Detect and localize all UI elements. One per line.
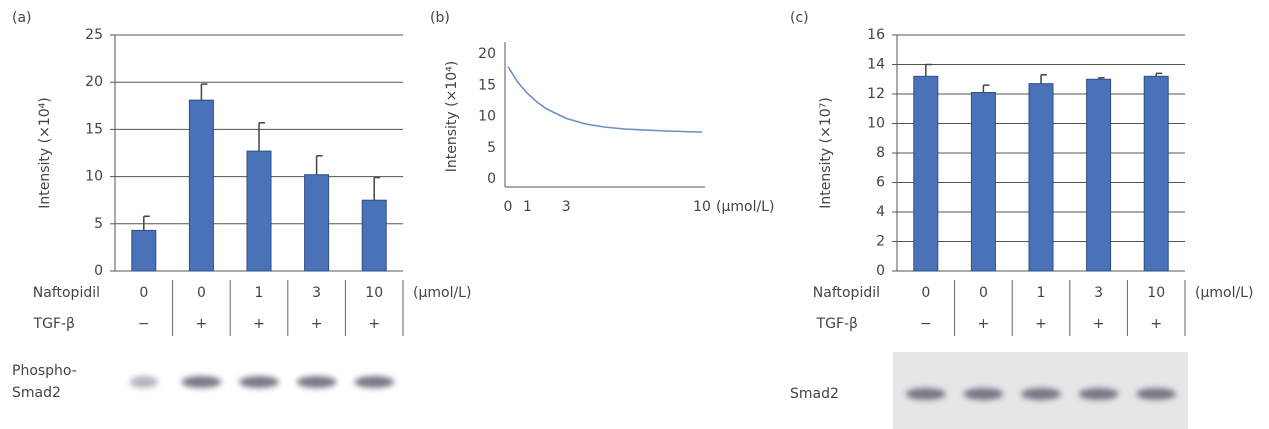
blot-band: [181, 376, 221, 388]
blot-label: Phospho-: [12, 363, 77, 379]
tgf-beta-label: +: [978, 316, 990, 332]
naftopidil-label: 0: [139, 285, 148, 301]
blot-band: [1021, 388, 1061, 400]
y-axis-label: Intensity (×10⁷): [818, 97, 834, 208]
blot-band: [963, 388, 1003, 400]
y-tick-label: 5: [94, 216, 103, 232]
naftopidil-label: 0: [921, 285, 930, 301]
naftopidil-label: 1: [255, 285, 264, 301]
y-axis-label: Intensity (×10⁴): [37, 97, 53, 208]
line: [508, 67, 702, 133]
y-tick-label: 2: [876, 234, 885, 250]
tgf-beta-label: +: [311, 316, 323, 332]
naftopidil-label: 3: [312, 285, 321, 301]
blot-label: Smad2: [12, 385, 61, 401]
unit-label: (μmol/L): [413, 285, 471, 301]
tgf-beta-label: +: [368, 316, 380, 332]
y-tick-label: 0: [94, 263, 103, 279]
blot-band: [906, 388, 946, 400]
x-tick-label: 0: [504, 199, 513, 215]
y-tick-label: 8: [876, 145, 885, 161]
naftopidil-label: 0: [197, 285, 206, 301]
row-label: Naftopidil: [813, 285, 880, 301]
row-label: Naftopidil: [33, 285, 100, 301]
y-tick-label: 20: [478, 46, 496, 62]
blot-band: [130, 376, 158, 388]
bar: [247, 151, 271, 271]
tgf-beta-label: +: [253, 316, 265, 332]
figure: (a)Intensity (×10⁴)05101520250−0+1+3+10+…: [0, 0, 1269, 429]
bar: [971, 93, 995, 271]
blot-label: Smad2: [790, 386, 839, 402]
y-tick-label: 10: [478, 109, 496, 125]
naftopidil-label: 1: [1037, 285, 1046, 301]
y-tick-label: 0: [876, 263, 885, 279]
panel-label: (a): [12, 10, 32, 26]
naftopidil-label: 10: [1147, 285, 1165, 301]
y-tick-label: 6: [876, 175, 885, 191]
blot-band: [239, 376, 279, 388]
blot-band: [1079, 388, 1119, 400]
y-tick-label: 20: [85, 74, 103, 90]
y-tick-label: 10: [85, 169, 103, 185]
y-tick-label: 15: [478, 77, 496, 93]
unit-label: (μmol/L): [1195, 285, 1253, 301]
naftopidil-label: 10: [365, 285, 383, 301]
bar: [1087, 79, 1111, 271]
y-tick-label: 25: [85, 27, 103, 43]
naftopidil-label: 0: [979, 285, 988, 301]
blot-band: [297, 376, 337, 388]
y-tick-label: 12: [867, 86, 885, 102]
tgf-beta-label: −: [920, 316, 932, 332]
x-unit-label: (μmol/L): [716, 199, 774, 215]
tgf-beta-label: +: [1150, 316, 1162, 332]
y-tick-label: 4: [876, 204, 885, 220]
row-label: TGF-β: [816, 316, 858, 332]
naftopidil-label: 3: [1094, 285, 1103, 301]
tgf-beta-label: +: [1035, 316, 1047, 332]
blot-band: [1136, 388, 1176, 400]
bar: [914, 76, 938, 271]
x-tick-label: 10: [693, 199, 711, 215]
blot-band: [354, 376, 394, 388]
bar: [132, 230, 156, 271]
y-tick-label: 0: [487, 171, 496, 187]
x-tick-label: 3: [562, 199, 571, 215]
panel-label: (c): [790, 10, 809, 26]
tgf-beta-label: +: [1093, 316, 1105, 332]
bar: [1029, 84, 1053, 271]
bar: [189, 100, 213, 271]
bar: [305, 175, 329, 271]
row-label: TGF-β: [33, 316, 75, 332]
y-tick-label: 14: [867, 57, 885, 73]
panel-label: (b): [430, 10, 450, 26]
tgf-beta-label: −: [138, 316, 150, 332]
y-axis-label: Intensity (×10⁴): [444, 61, 460, 172]
y-tick-label: 15: [85, 121, 103, 137]
x-tick-label: 1: [523, 199, 532, 215]
y-tick-label: 16: [867, 27, 885, 43]
bar: [362, 200, 386, 271]
bar: [1144, 76, 1168, 271]
y-tick-label: 5: [487, 140, 496, 156]
y-tick-label: 10: [867, 116, 885, 132]
tgf-beta-label: +: [196, 316, 208, 332]
